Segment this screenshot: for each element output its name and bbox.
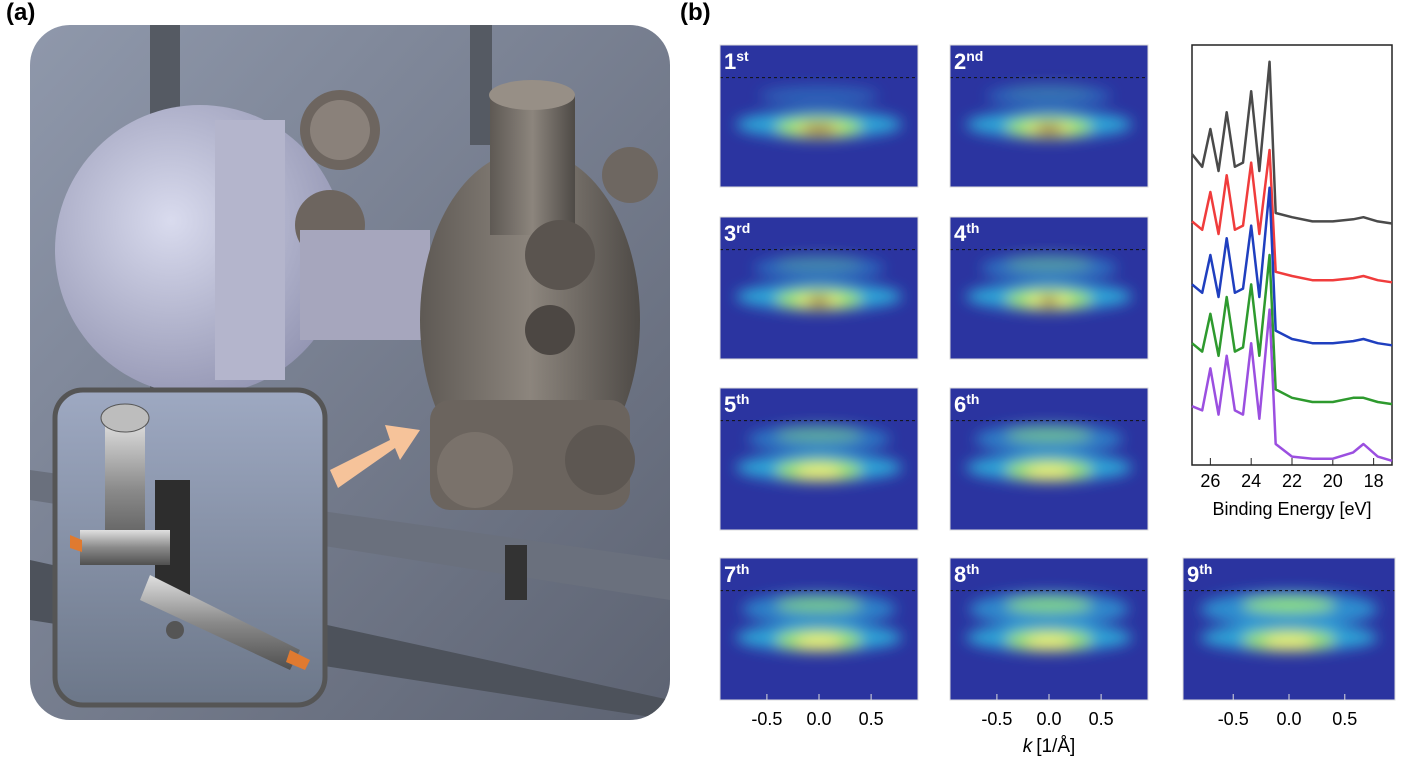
k-tick-label: -0.5	[981, 709, 1012, 729]
map-number: 8	[954, 562, 966, 587]
instrument-render	[30, 25, 670, 720]
arpes-map	[720, 388, 918, 530]
band	[795, 466, 843, 480]
map-number: 6	[954, 392, 966, 417]
band	[1040, 297, 1058, 307]
k-symbol: k	[1023, 736, 1034, 757]
map-number: 9	[1187, 562, 1199, 587]
arpes-map	[1183, 558, 1395, 700]
k-axis-label: k[1/Å]	[1023, 736, 1076, 757]
map-number: 1	[724, 49, 736, 74]
band	[1005, 597, 1092, 613]
band	[1025, 636, 1073, 650]
map-suffix: th	[736, 561, 749, 577]
map-suffix: st	[736, 48, 749, 64]
map-number: 2	[954, 49, 966, 74]
arpes-map	[950, 45, 1148, 187]
arpes-map	[950, 388, 1148, 530]
arpes-map	[720, 217, 918, 359]
band	[1264, 636, 1315, 650]
band	[775, 427, 862, 443]
arpes-map	[950, 558, 1148, 700]
map-intensity	[1200, 591, 1378, 651]
k-tick-label: 0.5	[859, 709, 884, 729]
map-suffix: th	[966, 391, 979, 407]
x-tick-label: 18	[1364, 471, 1384, 491]
x-tick-label: 20	[1323, 471, 1343, 491]
k-unit: [1/Å]	[1036, 736, 1075, 757]
map-suffix: th	[1199, 561, 1212, 577]
panel-label: (a)	[6, 0, 35, 26]
figure: (a) (b) 1st2nd3rd4th5th6th7th-0.50.00.58…	[0, 0, 1410, 763]
band	[775, 597, 862, 613]
map-suffix: nd	[966, 48, 983, 64]
map-number: 4	[954, 221, 967, 246]
band	[775, 256, 862, 272]
k-tick-label: 0.0	[1276, 709, 1301, 729]
x-tick-label: 22	[1282, 471, 1302, 491]
k-tick-label: -0.5	[1218, 709, 1249, 729]
band	[801, 125, 837, 135]
k-tick-label: 0.0	[806, 709, 831, 729]
arpes-map	[720, 558, 918, 700]
band	[1005, 427, 1092, 443]
k-tick-label: 0.5	[1332, 709, 1357, 729]
plot-frame	[1192, 45, 1392, 465]
band	[807, 297, 831, 307]
k-tick-label: -0.5	[751, 709, 782, 729]
x-tick-label: 24	[1241, 471, 1261, 491]
map-number: 5	[724, 392, 736, 417]
band	[795, 636, 843, 650]
arpes-map	[950, 217, 1148, 359]
band	[1025, 466, 1073, 480]
x-axis-label: Binding Energy [eV]	[1212, 499, 1371, 519]
band	[1242, 597, 1335, 613]
map-number: 3	[724, 221, 736, 246]
k-tick-label: 0.5	[1089, 709, 1114, 729]
map-suffix: rd	[736, 220, 750, 236]
arpes-map	[720, 45, 918, 187]
band	[1034, 125, 1064, 135]
map-suffix: th	[736, 391, 749, 407]
band	[1005, 256, 1092, 272]
map-suffix: th	[966, 220, 979, 236]
x-tick-label: 26	[1200, 471, 1220, 491]
panel-label: (b)	[680, 0, 711, 26]
map-number: 7	[724, 562, 736, 587]
band	[1005, 84, 1092, 100]
map-suffix: th	[966, 561, 979, 577]
spectrum-line	[1192, 62, 1392, 224]
k-tick-label: 0.0	[1036, 709, 1061, 729]
